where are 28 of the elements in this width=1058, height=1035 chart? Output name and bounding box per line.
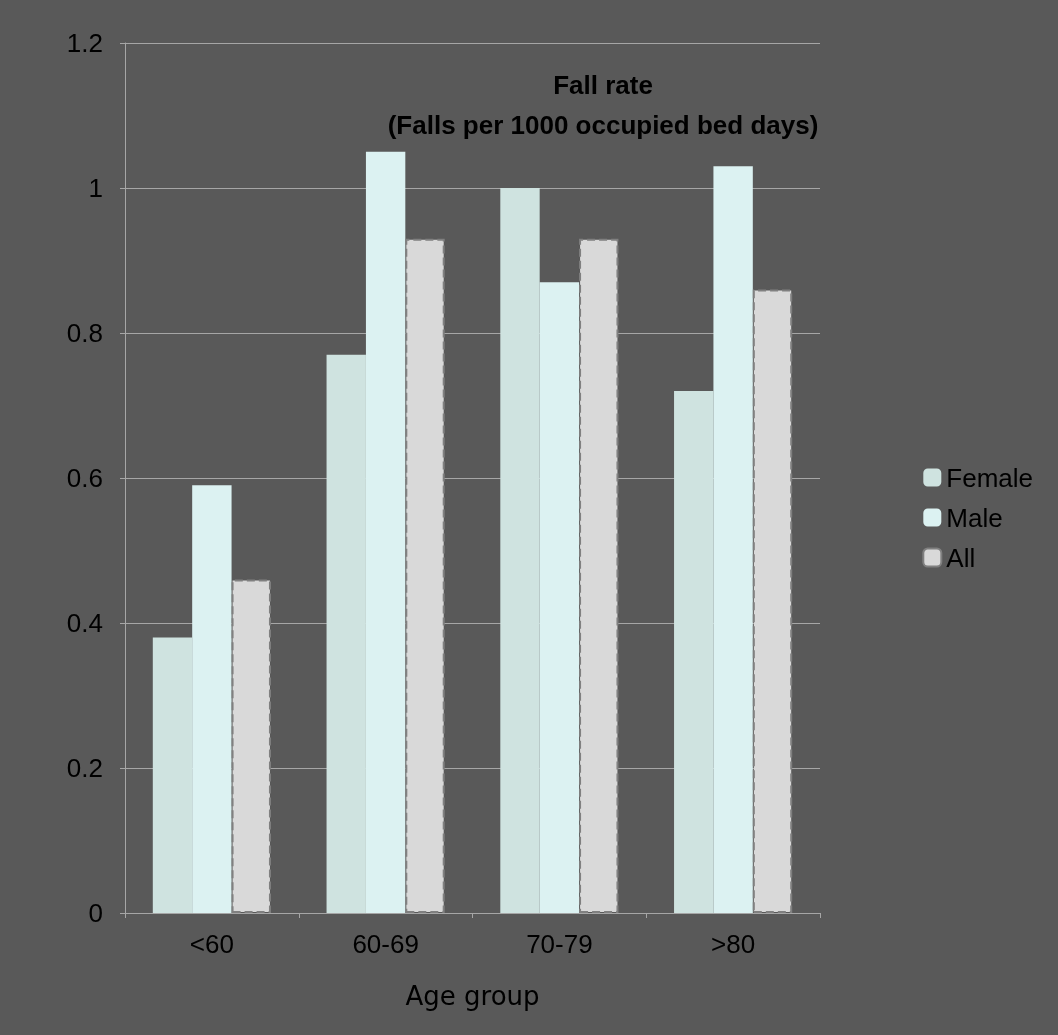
bar — [500, 188, 540, 913]
bar — [674, 391, 714, 913]
y-tick-label: 0 — [88, 898, 103, 928]
text: Fall rate (Falls per 1000 occupied bed days) — [387, 70, 819, 140]
x-axis-title: Age group — [405, 981, 540, 1011]
x-tick-label: 70-79 — [526, 929, 593, 959]
bar — [152, 637, 193, 913]
bar — [405, 238, 445, 913]
y-tick-label: 0.6 — [66, 463, 103, 493]
x-tick-label: <60 — [189, 929, 234, 959]
legend-label: All — [946, 542, 976, 573]
y-tick-label: 0.4 — [66, 608, 103, 638]
y-tick-label: 0.8 — [66, 318, 103, 348]
y-tick-label: 1.2 — [66, 28, 103, 58]
bar — [579, 238, 619, 913]
bar — [365, 151, 406, 913]
x-tick-label: 60-69 — [352, 929, 419, 959]
bar — [192, 485, 232, 913]
bar — [326, 354, 366, 913]
x-tick-label: >80 — [711, 929, 756, 959]
bar — [752, 289, 793, 913]
bar — [713, 166, 753, 913]
y-tick-label: 0.2 — [66, 753, 103, 783]
y-tick-label: 1 — [88, 173, 103, 203]
bar — [231, 579, 271, 913]
legend-label: Male — [946, 502, 1003, 533]
legend-label: Female — [946, 462, 1034, 493]
bar — [539, 282, 580, 913]
